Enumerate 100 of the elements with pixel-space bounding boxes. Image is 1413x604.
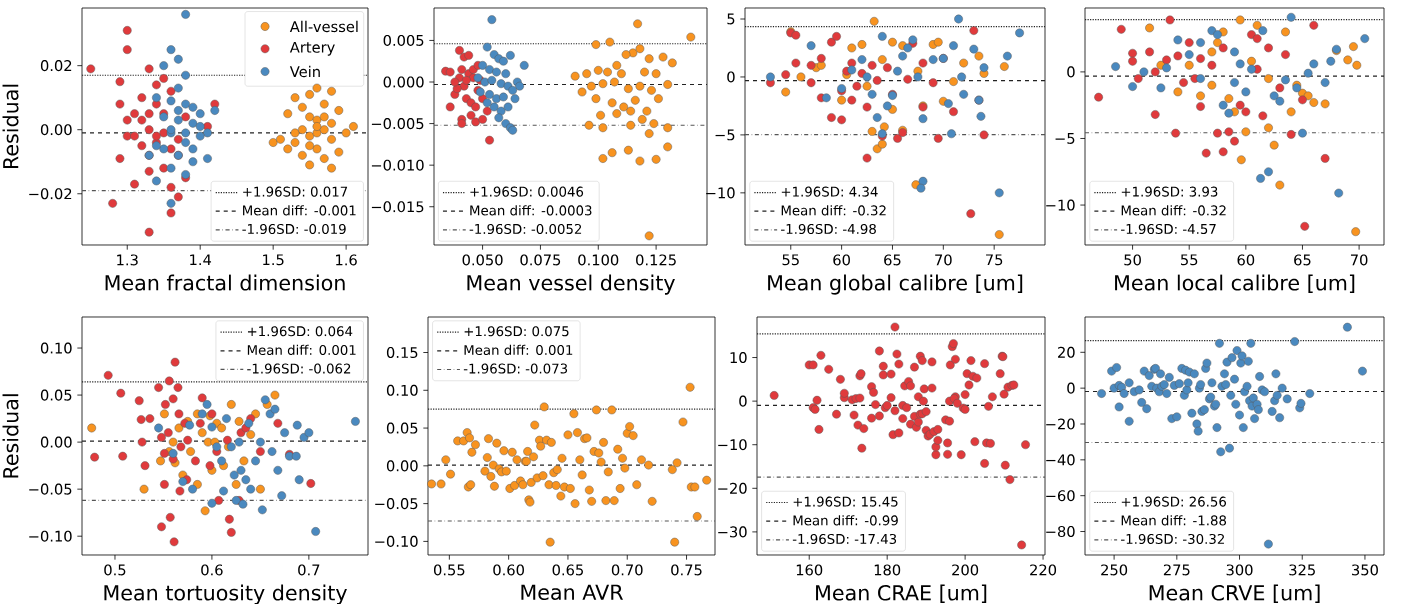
legend-label: +1.96SD: 15.45 <box>793 496 898 507</box>
legend-label: Mean diff: -0.0003 <box>470 205 592 216</box>
y-tick-label: −0.005 <box>371 118 424 130</box>
y-tick-label: −20 <box>1046 418 1075 430</box>
legend-label: Artery <box>289 41 335 56</box>
y-axis-title: Residual <box>2 394 19 478</box>
y-tick-label: 0 <box>1067 382 1075 394</box>
legend-label: Mean diff: 0.001 <box>247 344 356 356</box>
x-tick-label: 0.5 <box>104 564 126 576</box>
legend-label: Mean diff: -1.88 <box>1121 515 1227 526</box>
x-tick-label: 180 <box>874 564 901 576</box>
legend-label: +1.96SD: 3.93 <box>1121 186 1218 197</box>
x-tick-label: 1.3 <box>117 254 138 266</box>
y-tick-label: −40 <box>1046 454 1075 466</box>
y-tick-label: −60 <box>1046 490 1075 502</box>
y-tick-label: −0.02 <box>29 188 72 200</box>
legend-label: Mean diff: -0.32 <box>1121 205 1226 216</box>
x-tick-label: 1.6 <box>336 254 357 266</box>
x-tick-label: 75 <box>986 254 1003 266</box>
legend-label: +1.96SD: 0.064 <box>247 326 353 337</box>
y-tick-label: 0.10 <box>386 384 418 396</box>
legend-label: -1.96SD: -0.073 <box>463 363 568 374</box>
x-tick-label: 0.050 <box>462 254 503 266</box>
y-tick-label: 0.005 <box>383 34 424 46</box>
legend-label: -1.96SD: -30.32 <box>1121 533 1224 545</box>
x-tick-label: 350 <box>1352 564 1378 576</box>
y-tick-label: −30 <box>718 526 747 538</box>
x-tick-label: 220 <box>1030 564 1057 576</box>
y-tick-label: 5 <box>727 13 735 25</box>
y-tick-label: 0.10 <box>40 342 72 354</box>
y-tick-label: 0.000 <box>383 76 424 88</box>
y-tick-label: 0.05 <box>40 389 72 401</box>
y-tick-label: −5 <box>715 129 735 141</box>
y-tick-label: −10 <box>1046 199 1075 211</box>
y-tick-label: 0.02 <box>40 60 72 72</box>
x-axis-title: Mean local calibre [um] <box>1115 274 1355 294</box>
x-tick-label: 300 <box>1226 564 1253 576</box>
y-tick-label: −80 <box>1046 525 1075 538</box>
legend-label: -1.96SD: -17.43 <box>792 533 897 545</box>
y-tick-label: −0.05 <box>29 483 72 495</box>
legend-label: Mean diff: -0.32 <box>781 205 886 216</box>
x-axis-title: Mean AVR <box>521 584 624 600</box>
y-tick-label: −0.05 <box>375 498 418 510</box>
legend-label: Mean diff: 0.001 <box>464 344 573 356</box>
y-tick-label: 0 <box>1067 66 1075 78</box>
y-tick-label: 20 <box>1058 346 1075 358</box>
x-tick-label: 0.70 <box>611 564 643 576</box>
x-tick-label: 0.125 <box>636 254 676 266</box>
legend-label: -1.96SD: -4.98 <box>781 223 876 235</box>
x-tick-label: 70 <box>1350 254 1368 266</box>
y-tick-label: −0.010 <box>371 159 424 171</box>
x-tick-label: 50 <box>1124 254 1141 266</box>
y-tick-label: −5 <box>1055 133 1075 144</box>
legend-label: -1.96SD: -0.0052 <box>469 223 582 235</box>
x-tick-label: 275 <box>1163 564 1190 576</box>
x-tick-label: 65 <box>1294 254 1311 266</box>
legend-label: +1.96SD: 0.017 <box>243 186 348 197</box>
legend-label: -1.96SD: -4.57 <box>1121 223 1216 235</box>
x-tick-label: 0.100 <box>578 254 619 266</box>
legend-label: -1.96SD: -0.062 <box>247 363 351 374</box>
x-tick-label: 0.7 <box>298 564 320 576</box>
y-tick-label: 0.00 <box>40 124 72 136</box>
legend-label: Mean diff: -0.99 <box>793 515 898 526</box>
x-tick-label: 60 <box>833 254 850 266</box>
y-tick-label: −10 <box>718 439 747 451</box>
x-tick-label: 1.5 <box>263 254 284 266</box>
y-tick-label: 0 <box>739 395 747 407</box>
legend-label: +1.96SD: 26.56 <box>1121 496 1227 507</box>
y-axis-title: Residual <box>2 84 19 169</box>
x-axis-title: Mean vessel density <box>467 274 675 295</box>
x-tick-label: 200 <box>952 564 979 576</box>
x-tick-label: 0.075 <box>520 254 561 266</box>
y-tick-label: −0.10 <box>375 535 418 547</box>
y-tick-label: 0.00 <box>386 460 418 472</box>
x-tick-label: 1.4 <box>190 254 212 266</box>
y-tick-label: 10 <box>730 352 747 364</box>
y-tick-label: −10 <box>706 187 735 199</box>
legend-label: -1.96SD: -0.019 <box>242 223 346 235</box>
x-tick-label: 55 <box>782 254 799 266</box>
y-tick-label: 0.00 <box>40 436 72 448</box>
y-tick-label: −20 <box>718 482 747 494</box>
x-tick-label: 0.55 <box>433 564 465 576</box>
x-axis-title: Mean global calibre [um] <box>768 274 1023 295</box>
y-tick-label: 0.05 <box>386 422 418 434</box>
legend-label: All-vessel <box>289 20 358 33</box>
x-tick-label: 0.60 <box>493 564 524 576</box>
legend-label: +1.96SD: 0.0046 <box>470 186 584 197</box>
x-axis-title: Mean tortuosity density <box>104 584 347 604</box>
y-tick-label: −0.015 <box>371 201 424 213</box>
x-tick-label: 0.6 <box>201 564 223 576</box>
x-tick-label: 65 <box>884 254 901 266</box>
x-tick-label: 55 <box>1181 254 1198 266</box>
x-axis-title: Mean CRAE [um] <box>816 584 987 604</box>
y-tick-label: −0.10 <box>29 530 72 542</box>
legend-label: +1.96SD: 4.34 <box>781 186 878 197</box>
x-tick-label: 60 <box>1237 254 1255 266</box>
x-tick-label: 0.75 <box>671 564 702 576</box>
x-axis-title: Mean CRVE [um] <box>1149 584 1320 604</box>
x-tick-label: 250 <box>1101 564 1128 576</box>
x-tick-label: 70 <box>935 254 952 266</box>
